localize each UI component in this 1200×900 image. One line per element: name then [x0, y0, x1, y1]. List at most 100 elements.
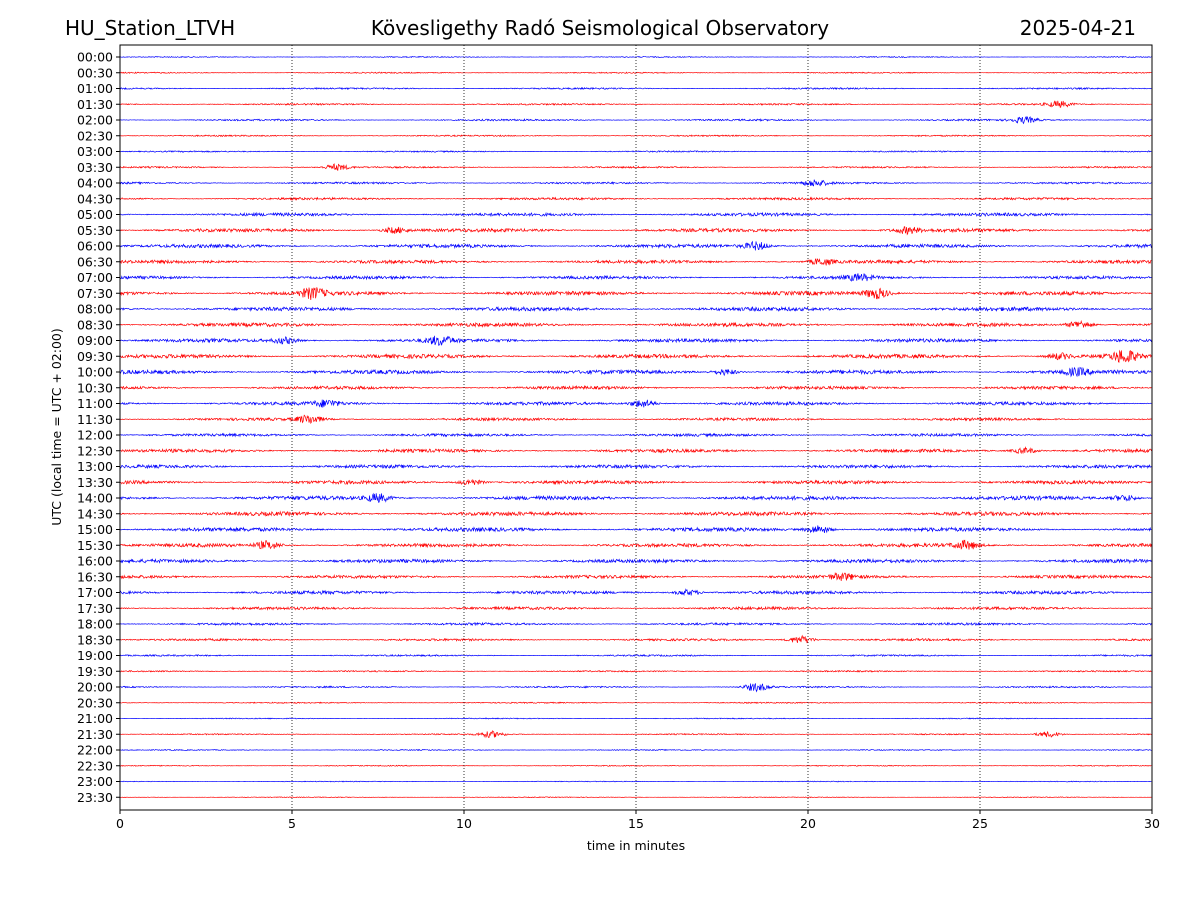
- y-tick-label: 03:00: [77, 144, 113, 159]
- y-tick-label: 13:30: [77, 475, 113, 490]
- trace-0100: [119, 86, 1152, 91]
- y-tick-label: 15:30: [77, 538, 113, 553]
- y-tick-label: 06:00: [77, 239, 113, 254]
- y-tick-label: 20:30: [77, 695, 113, 710]
- trace-1500: [119, 525, 1152, 534]
- trace-2200: [119, 748, 1152, 752]
- y-tick-label: 22:30: [77, 758, 113, 773]
- y-tick-label: 00:30: [77, 65, 113, 80]
- trace-0900: [119, 335, 1152, 346]
- y-tick-label: 12:30: [77, 443, 113, 458]
- trace-2300: [119, 780, 1152, 783]
- y-tick-label: 10:30: [77, 380, 113, 395]
- y-tick-label: 19:30: [77, 664, 113, 679]
- trace-0030: [119, 71, 1152, 74]
- trace-2100: [119, 717, 1152, 720]
- y-tick-label: 17:00: [77, 585, 113, 600]
- trace-1430: [119, 510, 1152, 517]
- trace-0300: [119, 150, 1152, 153]
- trace-1400: [119, 492, 1152, 503]
- x-tick-label: 10: [456, 816, 472, 831]
- trace-1130: [119, 414, 1152, 425]
- y-tick-label: 22:00: [77, 743, 113, 758]
- y-tick-label: 17:30: [77, 601, 113, 616]
- trace-2030: [119, 701, 1152, 705]
- y-tick-label: 19:00: [77, 648, 113, 663]
- y-tick-label: 11:30: [77, 412, 113, 427]
- y-tick-label: 02:00: [77, 113, 113, 128]
- date-label: 2025-04-21: [1019, 16, 1136, 40]
- y-tick-label: 21:00: [77, 711, 113, 726]
- trace-1930: [119, 669, 1152, 673]
- trace-1330: [119, 478, 1152, 486]
- y-tick-label: 16:00: [77, 554, 113, 569]
- y-tick-label: 09:30: [77, 349, 113, 364]
- x-tick-label: 25: [972, 816, 988, 831]
- trace-1630: [119, 572, 1152, 582]
- trace-0800: [119, 305, 1152, 313]
- trace-0200: [119, 115, 1152, 125]
- trace-0330: [119, 163, 1152, 171]
- y-tick-label: 10:00: [77, 365, 113, 380]
- y-tick-label: 02:30: [77, 128, 113, 143]
- x-axis-label: time in minutes: [587, 838, 685, 853]
- y-tick-label: 15:00: [77, 522, 113, 537]
- y-tick-label: 07:30: [77, 286, 113, 301]
- trace-1300: [119, 463, 1152, 470]
- trace-0130: [119, 100, 1152, 108]
- trace-0630: [119, 258, 1152, 266]
- x-tick-label: 30: [1144, 816, 1160, 831]
- y-tick-label: 04:00: [77, 176, 113, 191]
- y-tick-label: 21:30: [77, 727, 113, 742]
- trace-1530: [119, 539, 1152, 550]
- y-tick-label: 00:00: [77, 50, 113, 65]
- trace-0730: [119, 287, 1152, 300]
- trace-0830: [119, 319, 1152, 328]
- trace-1030: [119, 384, 1152, 391]
- trace-1900: [119, 653, 1152, 658]
- chart-title: Kövesligethy Radó Seismological Observat…: [370, 16, 830, 40]
- trace-0930: [119, 349, 1152, 363]
- trace-0400: [119, 179, 1152, 187]
- trace-0600: [119, 240, 1152, 251]
- y-tick-label: 09:00: [77, 333, 113, 348]
- x-tick-label: 15: [628, 816, 644, 831]
- trace-0700: [119, 273, 1152, 282]
- y-tick-label: 23:00: [77, 774, 113, 789]
- y-tick-label: 18:00: [77, 617, 113, 632]
- trace-0000: [119, 55, 1152, 59]
- y-tick-label: 13:00: [77, 459, 113, 474]
- trace-1230: [119, 446, 1152, 455]
- trace-0500: [119, 211, 1152, 217]
- trace-0530: [119, 226, 1152, 236]
- trace-1200: [119, 432, 1152, 438]
- trace-2330: [119, 796, 1152, 799]
- x-tick-label: 20: [800, 816, 816, 831]
- y-tick-label: 05:30: [77, 223, 113, 238]
- y-tick-label: 04:30: [77, 191, 113, 206]
- trace-2230: [119, 764, 1152, 767]
- trace-1830: [119, 634, 1152, 644]
- y-tick-label: 11:00: [77, 396, 113, 411]
- trace-2000: [119, 683, 1152, 693]
- y-tick-label: 14:00: [77, 491, 113, 506]
- y-tick-label: 12:00: [77, 428, 113, 443]
- y-tick-label: 14:30: [77, 506, 113, 521]
- y-tick-label: 16:30: [77, 569, 113, 584]
- y-tick-label: 06:30: [77, 254, 113, 269]
- station-label: HU_Station_LTVH: [65, 16, 236, 40]
- trace-0230: [119, 134, 1152, 138]
- trace-0430: [119, 196, 1152, 201]
- y-tick-label: 08:00: [77, 302, 113, 317]
- y-tick-label: 20:00: [77, 680, 113, 695]
- trace-1730: [119, 605, 1152, 611]
- y-tick-label: 01:30: [77, 97, 113, 112]
- y-tick-label: 03:30: [77, 160, 113, 175]
- y-tick-label: 08:30: [77, 317, 113, 332]
- y-tick-label: 23:30: [77, 790, 113, 805]
- y-tick-label: 18:30: [77, 632, 113, 647]
- y-tick-label: 05:00: [77, 207, 113, 222]
- trace-1800: [119, 621, 1152, 627]
- y-tick-label: 07:00: [77, 270, 113, 285]
